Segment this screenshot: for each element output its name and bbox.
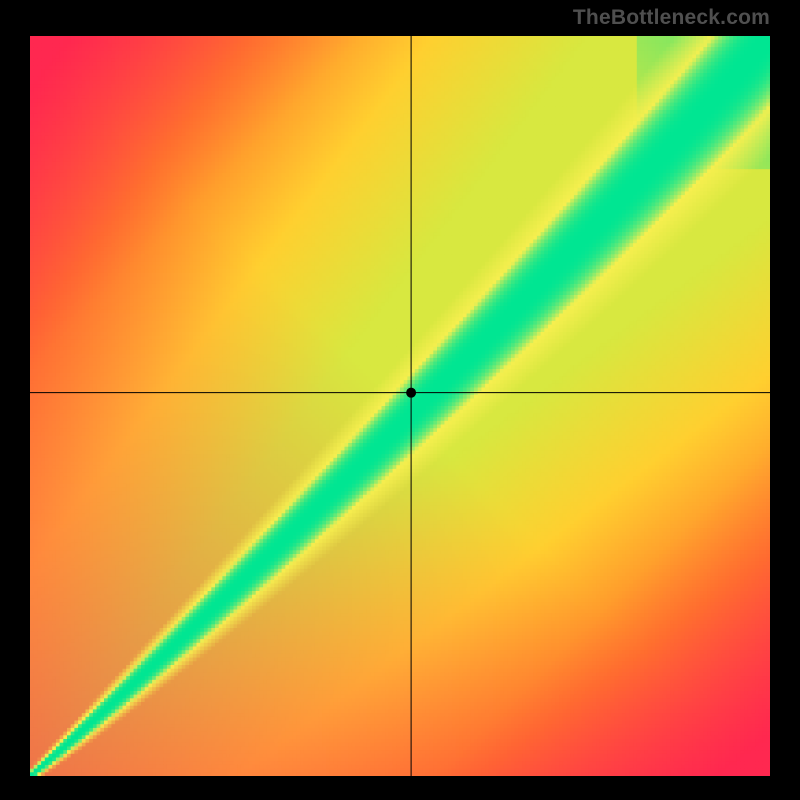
heatmap-cells (30, 36, 770, 776)
bottleneck-heatmap (30, 36, 770, 776)
watermark-text: TheBottleneck.com (573, 6, 770, 30)
marker-dot (406, 388, 416, 398)
heatmap-svg (30, 36, 770, 776)
